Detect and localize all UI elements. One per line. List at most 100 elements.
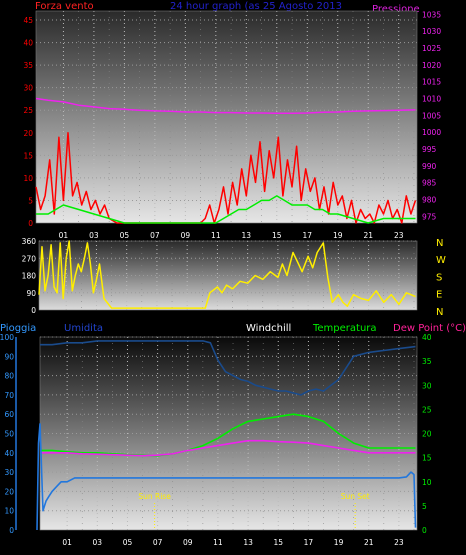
x-tick-label: 09	[181, 231, 191, 240]
temperature-series	[40, 413, 416, 457]
x-tick-label: 23	[394, 231, 404, 240]
plot-frame	[35, 10, 418, 224]
direction-series	[38, 240, 416, 309]
humidity-label: Umidita	[64, 323, 103, 334]
y-tick-label: 30	[4, 468, 14, 477]
y2-tick-label: 1000	[422, 128, 441, 137]
y-tick-label: 40	[23, 39, 33, 48]
x-tick-label: 13	[243, 538, 253, 547]
y-tick-label: 0	[9, 526, 14, 535]
x-tick-label: 03	[93, 538, 103, 547]
x-tick-label: 17	[302, 231, 312, 240]
y2-tick-label: 20	[422, 430, 432, 439]
y2-tick-label: 1005	[422, 111, 441, 120]
y2-tick-label: 995	[422, 145, 437, 154]
x-tick-label: 11	[211, 231, 221, 240]
y-tick-label: 20	[4, 487, 14, 496]
temperature-label: Temperatura	[312, 323, 377, 334]
y2-tick-label: 985	[422, 179, 437, 188]
y-tick-label: 90	[26, 289, 36, 298]
compass-label: N	[436, 307, 443, 318]
y-tick-label: 180	[22, 272, 37, 281]
compass-label: E	[436, 290, 442, 301]
direction-panel	[39, 241, 417, 310]
sun-rise-label: Sun Rise	[138, 492, 171, 501]
x-tick-label: 19	[334, 538, 344, 547]
y-tick-label: 80	[4, 372, 14, 381]
y-tick-label: 5	[28, 196, 33, 205]
y-tick-label: 360	[22, 237, 37, 246]
x-tick-label: 05	[120, 231, 130, 240]
y-tick-label: 10	[23, 174, 33, 183]
wind-header-label: Forza vento	[35, 1, 94, 12]
x-tick-label: 15	[273, 538, 283, 547]
dew_point-series	[40, 439, 416, 457]
y2-tick-label: 1010	[422, 94, 441, 103]
y-tick-label: 100	[0, 333, 14, 342]
avg_wind-series	[36, 195, 416, 224]
rain-label: Pioggia	[0, 323, 36, 334]
compass-label: N	[436, 238, 443, 249]
compass-label: W	[436, 255, 446, 266]
y2-tick-label: 1025	[422, 44, 441, 53]
y2-tick-label: 1035	[422, 10, 441, 19]
y-tick-label: 60	[4, 410, 14, 419]
x-tick-label: 21	[363, 231, 373, 240]
y2-tick-label: 1015	[422, 78, 441, 87]
x-tick-label: 15	[272, 231, 282, 240]
x-tick-label: 01	[62, 538, 72, 547]
y-tick-label: 270	[22, 254, 37, 263]
y-tick-label: 0	[28, 219, 33, 228]
humidity-series	[40, 340, 416, 396]
x-tick-label: 07	[153, 538, 163, 547]
y-tick-label: 45	[23, 16, 33, 25]
x-tick-label: 05	[123, 538, 133, 547]
x-tick-label: 07	[150, 231, 160, 240]
x-tick-label: 19	[333, 231, 343, 240]
windchill-label: Windchill	[246, 323, 291, 334]
y-tick-label: 10	[4, 507, 14, 516]
y-tick-label: 25	[23, 106, 33, 115]
x-tick-label: 13	[242, 231, 252, 240]
x-tick-label: 09	[183, 538, 193, 547]
plot-frame	[38, 240, 418, 311]
y2-tick-label: 15	[422, 454, 432, 463]
y-tick-label: 40	[4, 449, 14, 458]
y2-tick-label: 25	[422, 405, 432, 414]
x-tick-label: 23	[394, 538, 404, 547]
y2-tick-label: 40	[422, 333, 432, 342]
y2-tick-label: 975	[422, 212, 437, 221]
y2-tick-label: 0	[422, 526, 427, 535]
y2-tick-label: 1020	[422, 61, 441, 70]
y2-tick-label: 30	[422, 381, 432, 390]
y-tick-label: 30	[23, 84, 33, 93]
x-tick-label: 01	[59, 231, 69, 240]
wind-panel	[36, 11, 417, 223]
y-tick-label: 0	[31, 306, 36, 315]
rain-series	[36, 423, 417, 531]
pressure-header-label: Pressione	[372, 4, 420, 15]
y2-tick-label: 990	[422, 162, 437, 171]
y-tick-label: 20	[23, 129, 33, 138]
y2-tick-label: 35	[422, 357, 432, 366]
y2-tick-label: 1030	[422, 27, 441, 36]
x-tick-label: 03	[89, 231, 99, 240]
x-tick-label: 21	[364, 538, 374, 547]
y-tick-label: 50	[4, 430, 14, 439]
graph-title: 24 hour graph (as 25 Agosto 2013	[170, 1, 342, 12]
y-tick-label: 90	[4, 352, 14, 361]
y-tick-label: 70	[4, 391, 14, 400]
compass-label: S	[436, 272, 442, 283]
y2-tick-label: 5	[422, 502, 427, 511]
y2-tick-label: 10	[422, 478, 432, 487]
sun-set-label: Sun Set	[341, 492, 370, 501]
y-tick-label: 15	[23, 151, 33, 160]
y2-tick-label: 980	[422, 195, 437, 204]
x-tick-label: 11	[213, 538, 223, 547]
y-tick-label: 35	[23, 61, 33, 70]
gust-series	[35, 132, 417, 224]
pressure-series	[35, 97, 416, 115]
x-tick-label: 17	[304, 538, 314, 547]
dewpoint-label: Dew Point (°C)	[393, 323, 466, 334]
